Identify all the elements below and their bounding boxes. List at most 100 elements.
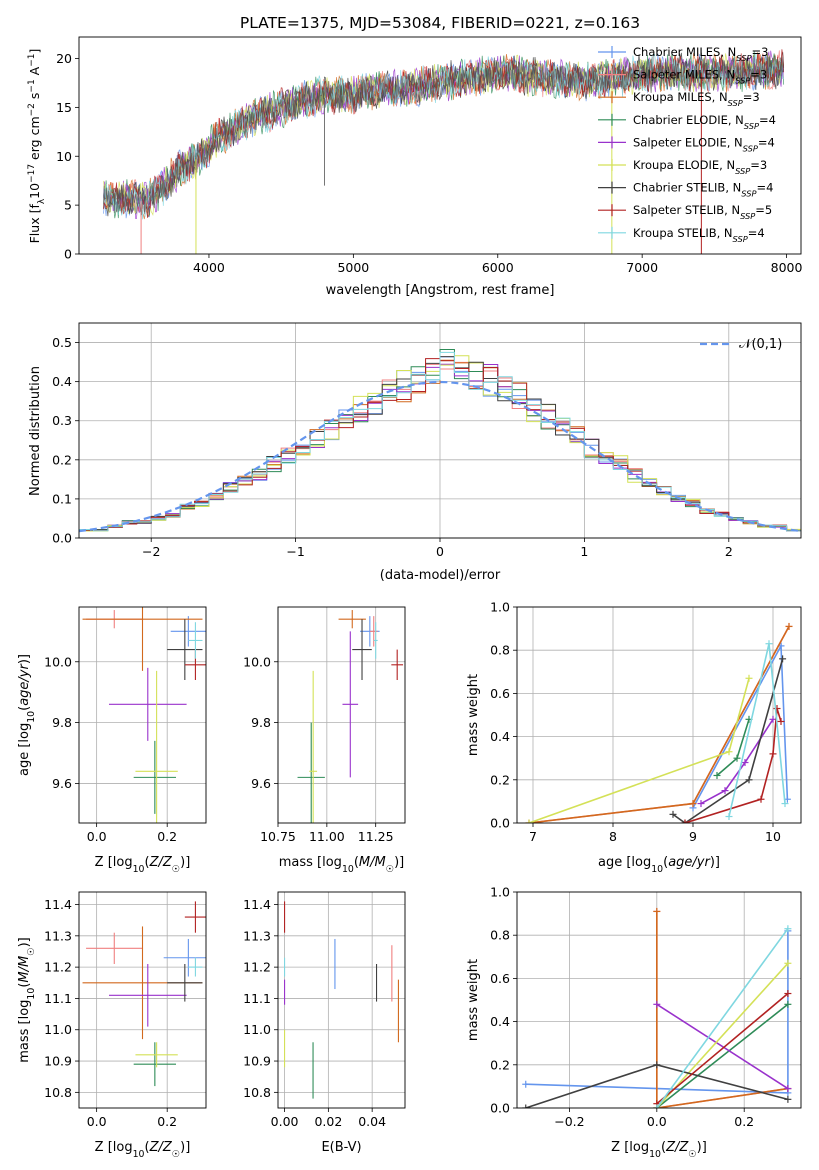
mass_vs_ebv-ytick-label: 10.9 — [243, 1054, 271, 1069]
spectrum-legend-label: Chabrier STELIB, NSSP=4 — [633, 181, 773, 199]
age_vs_Z-ytick-label: 10.0 — [44, 654, 72, 669]
age_vs_Z-ylabel-part: age [log — [17, 723, 32, 776]
weight_vs_Z-ytick-label: 0.2 — [490, 1057, 510, 1072]
age_vs_Z-frame — [78, 606, 207, 824]
weight_vs_Z-axes: −0.2 0.0 0.2 0.0 0.2 0.4 0.6 0.8 1.0 Z [log10(Z/Z… — [466, 885, 802, 1160]
spectrum-legend-label-part: Kroupa MILES, N — [633, 90, 728, 104]
spectrum-legend-label-part: SSP — [733, 234, 748, 244]
weight_vs_age-ytick-label: 0.8 — [490, 643, 510, 658]
age_vs_Z-ytick-label: 9.8 — [52, 715, 72, 730]
spectrum-ylabel-part: A — [27, 66, 42, 79]
mass_vs_Z-xlabel-part: ☉ — [172, 1149, 180, 1160]
weight_vs_age-xlabel-part: )] — [710, 855, 720, 870]
mass_vs_ebv-plot-area — [284, 901, 399, 1099]
gaussian-legend-label: 𝒩(0,1) — [739, 337, 782, 352]
figure-title: PLATE=1375, MJD=53084, FIBERID=0221, z=0… — [240, 14, 640, 32]
weight_vs_age-xtick-label: 8 — [609, 829, 617, 844]
weight_vs_Z-plot-area — [522, 907, 792, 1108]
spectrum-ylabel-part: −2 — [27, 103, 37, 116]
spectrum-legend-label-part: SSP — [735, 166, 750, 176]
weight_vs_Z-ytick-label: 0.4 — [490, 1014, 510, 1029]
spectrum-legend-label: Salpeter STELIB, NSSP=5 — [633, 203, 772, 221]
weight_vs_age-ytick-label: 0.0 — [490, 816, 510, 831]
mass_vs_ebv-frame — [277, 891, 406, 1109]
spectrum-xtick-label: 6000 — [482, 260, 514, 275]
spectrum-legend-label: Kroupa ELODIE, NSSP=3 — [633, 158, 767, 176]
mass_vs_Z-ytick-label: 10.8 — [44, 1085, 72, 1100]
spectrum-legend-label: Salpeter MILES, NSSP=3 — [633, 68, 767, 86]
spectrum-legend-label-part: =4 — [748, 226, 765, 240]
weight_vs_Z-ytick-label: 1.0 — [490, 885, 510, 900]
spectrum-legend-label: Kroupa STELIB, NSSP=4 — [633, 226, 765, 244]
spectrum-ytick-label: 5 — [64, 198, 72, 213]
weight_vs_Z-xtick-label: 0.0 — [647, 1114, 667, 1129]
weight_vs_Z-xlabel-part: Z [log — [611, 1140, 649, 1155]
mass_vs_Z-ytick-label: 11.1 — [44, 991, 72, 1006]
weight_vs_age-xlabel: age [log10(age/yr)] — [598, 855, 720, 875]
mass_vs_ebv-xtick-label: 0.04 — [358, 1114, 386, 1129]
weight_vs_Z-xlabel-part: )] — [697, 1140, 707, 1155]
residuals-ytick-label: 0.4 — [52, 374, 72, 389]
mass_vs_Z-xlabel: Z [log10(Z/Z☉)] — [95, 1140, 191, 1160]
mass_vs_Z-ylabel-part: ( — [17, 983, 32, 988]
age_vs_Z-xlabel: Z [log10(Z/Z☉)] — [95, 855, 191, 875]
spectrum-legend-label-part: =3 — [743, 90, 760, 104]
spectrum-ylabel-part: λ — [37, 198, 47, 204]
weight_vs_age-line-kroupa_stelib — [728, 643, 786, 817]
mass_vs_Z-ytick-label: 11.4 — [44, 897, 72, 912]
weight_vs_Z-ytick-label: 0.0 — [490, 1101, 510, 1116]
mass_vs_Z-ylabel-part: ☉ — [26, 947, 37, 955]
spectrum-legend-label-part: Salpeter ELODIE, N — [633, 135, 743, 149]
mass_vs_Z-ylabel: mass [log10(M/M☉)] — [17, 937, 37, 1063]
age_vs_Z-xlabel-part: Z/Z — [149, 855, 173, 870]
spectrum-xtick-label: 7000 — [626, 260, 658, 275]
age_vs_mass-xlabel-part: ( — [354, 855, 359, 870]
age_vs_mass-xlabel-part: M/M — [359, 855, 386, 870]
weight_vs_age-ytick-label: 0.4 — [490, 729, 510, 744]
age_vs_Z-plot-area — [82, 607, 206, 823]
residuals-xtick-label: −1 — [286, 544, 304, 559]
weight_vs_Z-ytick-label: 0.6 — [490, 971, 510, 986]
mass_vs_ebv-xlabel-part: E(B-V) — [321, 1140, 361, 1155]
spectrum-data-line — [103, 55, 784, 216]
age_vs_mass-ytick-label: 9.8 — [251, 715, 271, 730]
age_vs_Z-axes: 0.0 0.29.69.810.0Z [log10(Z/Z☉)]age [log1… — [17, 606, 207, 875]
age_vs_mass-xlabel-part: ☉ — [386, 864, 394, 875]
spectrum-ylabel-part: −1 — [27, 54, 37, 67]
spectrum-legend-label-part: Salpeter MILES, N — [633, 68, 735, 82]
spectrum-xlabel: wavelength [Angstrom, rest frame] — [326, 283, 555, 298]
weight_vs_Z-xtick-label: 0.2 — [734, 1114, 754, 1129]
mass_vs_ebv-ytick-label: 11.4 — [243, 897, 271, 912]
weight_vs_Z-xlabel-part: 10 — [649, 1149, 661, 1160]
age_vs_mass-plot-area — [297, 610, 404, 823]
residuals-ytick-label: 0.2 — [52, 452, 72, 467]
weight_vs_age-line-salpeter_stelib — [684, 708, 782, 823]
mass_vs_Z-xtick-label: 0.0 — [87, 1114, 107, 1129]
age_vs_Z-xlabel-part: )] — [180, 855, 190, 870]
mass_vs_ebv-ytick-label: 11.2 — [243, 960, 271, 975]
weight_vs_Z-xlabel-part: ☉ — [688, 1149, 696, 1160]
mass_vs_ebv-ytick-label: 11.1 — [243, 991, 271, 1006]
age_vs_Z-xtick-label: 0.2 — [157, 829, 177, 844]
age_vs_mass-xtick-label: 11.25 — [358, 829, 394, 844]
weight_vs_age-xlabel-part: ( — [663, 855, 668, 870]
mass_vs_Z-ytick-label: 11.0 — [44, 1022, 72, 1037]
weight_vs_age-xtick-label: 9 — [689, 829, 697, 844]
spectrum-legend-label-part: SSP — [736, 53, 751, 63]
mass_vs_ebv-xtick-label: 0.02 — [314, 1114, 342, 1129]
weight_vs_age-ytick-label: 0.6 — [490, 686, 510, 701]
age_vs_mass-axes: 10.75 11.00 11.25 9.6 9.8 10.0 mass [log10(M/M… — [243, 606, 406, 875]
mass_vs_ebv-axes: 0.00 0.02 0.04 10.8 10.9 11.0 11.1 11.2 11.3 11.4… — [243, 891, 406, 1155]
spectrum-ytick-label: 0 — [64, 247, 72, 262]
residuals-ytick-label: 0.1 — [52, 491, 72, 506]
weight_vs_Z-frame — [516, 891, 802, 1109]
spectrum-ylabel-part: −17 — [27, 164, 37, 183]
spectrum-frame — [78, 36, 802, 255]
weight_vs_Z-line-chabrier_elodie — [656, 1003, 789, 1108]
spectrum-legend-label-part: SSP — [740, 211, 755, 221]
residuals-ytick-label: 0.0 — [52, 531, 72, 546]
weight_vs_Z-ylabel: mass weight — [466, 959, 481, 1041]
residuals-xtick-label: 2 — [725, 544, 733, 559]
